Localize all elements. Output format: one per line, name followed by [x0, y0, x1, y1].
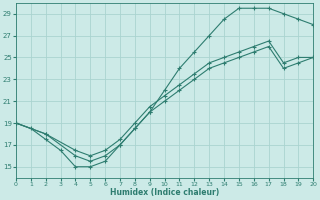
X-axis label: Humidex (Indice chaleur): Humidex (Indice chaleur)	[110, 188, 219, 197]
